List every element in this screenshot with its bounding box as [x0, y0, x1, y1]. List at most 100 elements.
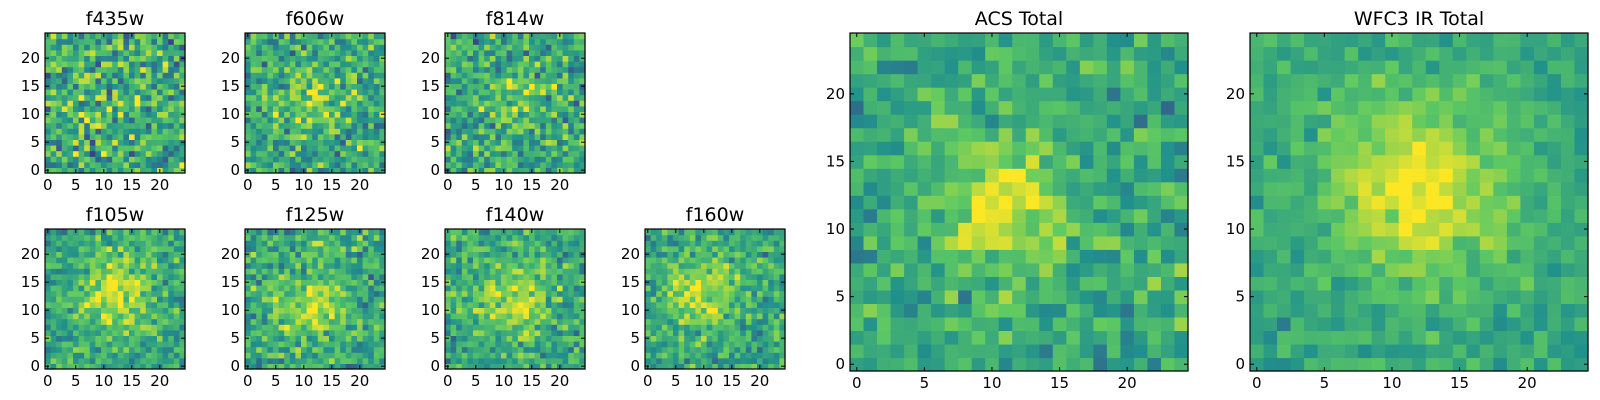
- pixel-cell: [345, 139, 352, 146]
- pixel-cell: [173, 273, 180, 280]
- pixel-cell: [162, 268, 169, 275]
- pixel-cell: [289, 61, 296, 68]
- pixel-cell: [998, 181, 1013, 196]
- pixel-cell: [56, 290, 63, 297]
- pixel-cell: [517, 285, 524, 292]
- pixel-cell: [95, 133, 102, 140]
- pixel-cell: [56, 156, 63, 163]
- pixel-cell: [289, 38, 296, 45]
- pixel-cell: [517, 49, 524, 56]
- pixel-cell: [78, 111, 85, 118]
- pixel-cell: [512, 77, 519, 84]
- pixel-cell: [67, 128, 74, 135]
- pixel-cell: [50, 279, 57, 286]
- pixel-cell: [140, 61, 147, 68]
- pixel-cell: [501, 117, 508, 124]
- pixel-cell: [129, 234, 136, 241]
- pixel-cell: [117, 363, 124, 370]
- pixel-cell: [931, 289, 946, 304]
- pixel-cell: [345, 111, 352, 118]
- pixel-cell: [645, 313, 652, 320]
- pixel-cell: [751, 318, 758, 325]
- pixel-cell: [151, 145, 158, 152]
- pixel-cell: [317, 117, 324, 124]
- pixel-cell: [67, 352, 74, 359]
- pixel-cell: [168, 44, 175, 51]
- pixel-cell: [373, 161, 380, 168]
- pixel-cell: [301, 72, 308, 79]
- pixel-cell: [351, 128, 358, 135]
- pixel-cell: [123, 234, 130, 241]
- pixel-cell: [650, 262, 657, 269]
- pixel-cell: [73, 279, 80, 286]
- pixel-cell: [540, 49, 547, 56]
- pixel-cell: [478, 363, 485, 370]
- pixel-cell: [323, 240, 330, 247]
- pixel-cell: [656, 257, 663, 264]
- pixel-cell: [106, 156, 113, 163]
- pixel-cell: [112, 156, 119, 163]
- pixel-cell: [551, 229, 558, 236]
- pixel-cell: [717, 341, 724, 348]
- pixel-cell: [706, 352, 713, 359]
- pixel-cell: [489, 257, 496, 264]
- pixel-cell: [162, 352, 169, 359]
- pixel-cell: [445, 324, 452, 331]
- pixel-cell: [551, 77, 558, 84]
- pixel-cell: [568, 279, 575, 286]
- pixel-cell: [467, 156, 474, 163]
- pixel-cell: [323, 66, 330, 73]
- pixel-cell: [645, 257, 652, 264]
- pixel-cell: [904, 249, 919, 264]
- pixel-cell: [467, 290, 474, 297]
- pixel-cell: [573, 38, 580, 45]
- pixel-cell: [551, 234, 558, 241]
- pixel-cell: [284, 100, 291, 107]
- pixel-cell: [278, 285, 285, 292]
- pixel-cell: [661, 245, 668, 252]
- pixel-cell: [145, 150, 152, 157]
- pixel-cell: [478, 324, 485, 331]
- pixel-cell: [489, 167, 496, 174]
- pixel-cell: [301, 61, 308, 68]
- pixel-cell: [140, 77, 147, 84]
- pixel-cell: [501, 268, 508, 275]
- pixel-cell: [50, 66, 57, 73]
- pixel-cell: [179, 150, 186, 157]
- pixel-cell: [267, 335, 274, 342]
- pixel-cell: [306, 357, 313, 364]
- pixel-cell: [151, 133, 158, 140]
- pixel-cell: [712, 273, 719, 280]
- pixel-cell: [78, 139, 85, 146]
- pixel-cell: [717, 307, 724, 314]
- pixel-cell: [506, 105, 513, 112]
- pixel-cell: [78, 307, 85, 314]
- pixel-cell: [445, 268, 452, 275]
- pixel-cell: [278, 89, 285, 96]
- pixel-cell: [140, 161, 147, 168]
- pixel-cell: [450, 94, 457, 101]
- pixel-cell: [678, 285, 685, 292]
- pixel-cell: [579, 38, 586, 45]
- pixel-cell: [495, 313, 502, 320]
- pixel-cell: [317, 262, 324, 269]
- pixel-cell: [306, 341, 313, 348]
- pixel-cell: [168, 83, 175, 90]
- pixel-cell: [123, 301, 130, 308]
- pixel-cell: [295, 301, 302, 308]
- pixel-cell: [106, 313, 113, 320]
- pixel-cell: [106, 83, 113, 90]
- pixel-cell: [134, 234, 141, 241]
- pixel-cell: [106, 318, 113, 325]
- pixel-cell: [301, 301, 308, 308]
- pixel-cell: [179, 324, 186, 331]
- pixel-cell: [301, 49, 308, 56]
- pixel-cell: [289, 111, 296, 118]
- pixel-cell: [473, 273, 480, 280]
- pixel-cell: [489, 117, 496, 124]
- pixel-cell: [495, 161, 502, 168]
- pixel-cell: [523, 117, 530, 124]
- pixel-cell: [373, 262, 380, 269]
- pixel-cell: [467, 307, 474, 314]
- pixel-cell: [579, 290, 586, 297]
